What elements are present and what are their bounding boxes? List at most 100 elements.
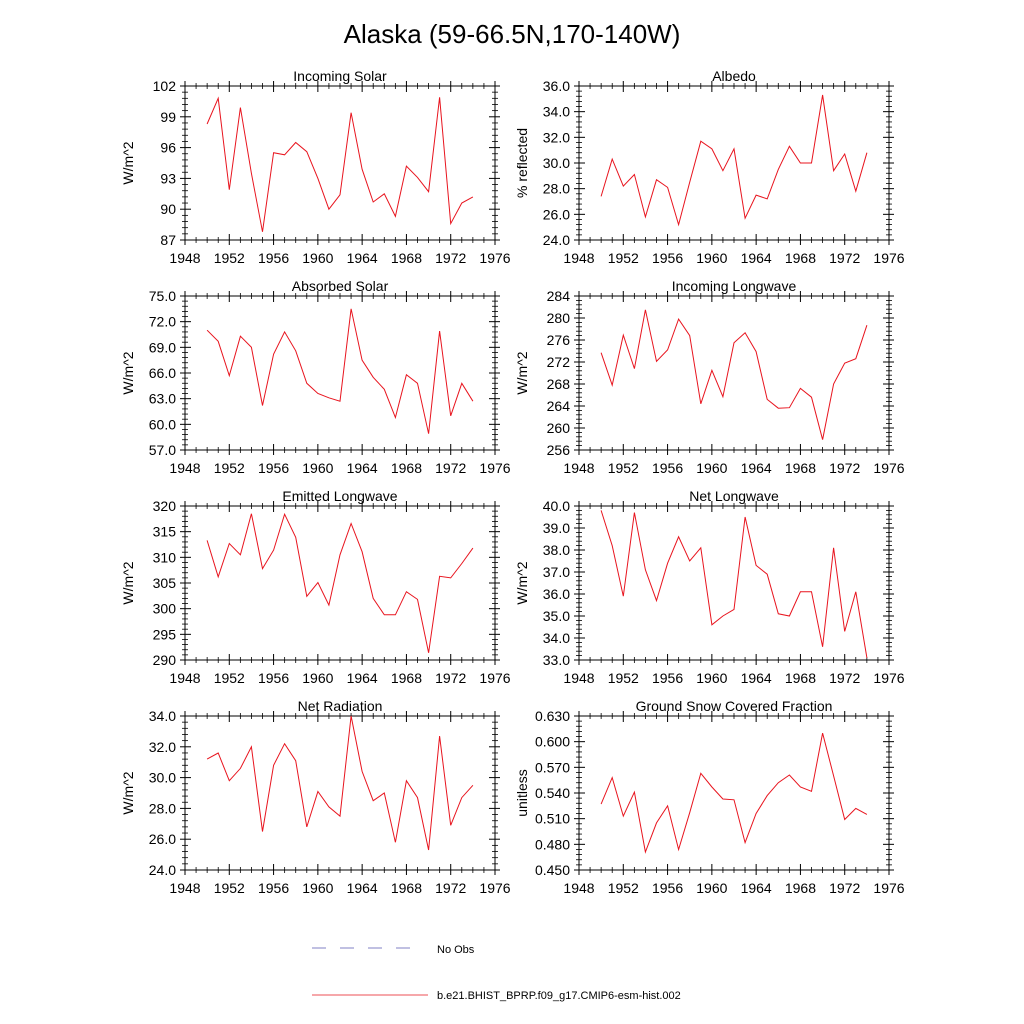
series-line-net-radiation <box>206 715 474 851</box>
y-axis-label-emitted-longwave: W/m^2 <box>120 561 136 604</box>
x-tick-label: 1964 <box>347 670 378 686</box>
x-tick-label: 1956 <box>258 460 289 476</box>
panel-title-incoming-solar: Incoming Solar <box>293 68 387 84</box>
y-tick-label: 63.0 <box>149 391 176 407</box>
series-line-absorbed-solar <box>206 308 474 434</box>
y-tick-label: 0.570 <box>535 759 570 775</box>
x-tick-label: 1956 <box>652 460 683 476</box>
x-tick-label: 1960 <box>302 670 333 686</box>
plot-frame-incoming-longwave <box>578 295 890 451</box>
y-tick-label: 284 <box>547 288 571 304</box>
plot-frame-emitted-longwave <box>184 505 496 661</box>
y-tick-label: 39.0 <box>543 520 570 536</box>
x-tick-label: 1968 <box>785 670 816 686</box>
y-tick-label: 310 <box>153 549 177 565</box>
y-tick-label: 35.0 <box>543 608 570 624</box>
x-tick-label: 1948 <box>563 250 594 266</box>
y-tick-label: 38.0 <box>543 542 570 558</box>
x-tick-label: 1952 <box>214 250 245 266</box>
panel-net-radiation: Net Radiation W/m^2 24.0 26.0 28.0 30.0 32.0 34… <box>120 698 511 896</box>
x-tick-label: 1948 <box>169 670 200 686</box>
series-line-net-longwave <box>600 510 868 658</box>
y-tick-label: 280 <box>547 310 571 326</box>
x-tick-label: 1968 <box>391 250 422 266</box>
y-tick-label: 75.0 <box>149 288 176 304</box>
plot-frame-albedo <box>578 85 890 241</box>
chart-panels: Incoming Solar W/m^2 87 90 93 96 99 102 1948 1952… <box>120 68 905 896</box>
x-tick-label: 1952 <box>608 250 639 266</box>
x-tick-label: 1972 <box>829 880 860 896</box>
y-tick-label: 28.0 <box>543 181 570 197</box>
x-tick-label: 1952 <box>214 880 245 896</box>
x-tick-label: 1948 <box>563 670 594 686</box>
x-tick-label: 1960 <box>696 250 727 266</box>
x-tick-label: 1964 <box>741 250 772 266</box>
y-tick-label: 290 <box>153 652 177 668</box>
x-tick-label: 1960 <box>696 670 727 686</box>
y-tick-label: 276 <box>547 332 571 348</box>
legend: No Obs b.e21.BHIST_BPRP.f09_g17.CMIP6-es… <box>312 944 681 1002</box>
x-tick-label: 1972 <box>829 460 860 476</box>
plot-frame-net-radiation <box>184 715 496 871</box>
x-tick-label: 1948 <box>169 460 200 476</box>
y-tick-label: 0.510 <box>535 811 570 827</box>
x-tick-label: 1960 <box>696 460 727 476</box>
y-tick-label: 0.600 <box>535 734 570 750</box>
x-tick-label: 1972 <box>435 670 466 686</box>
series-line-albedo <box>600 94 868 227</box>
y-axis-label-net-longwave: W/m^2 <box>514 561 530 604</box>
y-axis-label-incoming-solar: W/m^2 <box>120 141 136 184</box>
y-tick-label: 36.0 <box>543 586 570 602</box>
y-tick-label: 272 <box>547 354 571 370</box>
x-tick-label: 1964 <box>347 880 378 896</box>
y-tick-label: 72.0 <box>149 314 176 330</box>
y-tick-label: 102 <box>153 78 177 94</box>
x-tick-label: 1952 <box>214 670 245 686</box>
x-tick-label: 1952 <box>608 880 639 896</box>
y-tick-label: 90 <box>160 201 176 217</box>
series-line-ground-snow-covered-fraction <box>600 732 868 854</box>
panel-net-longwave: Net Longwave W/m^2 33.0 34.0 35.0 36.0 37.0 38.… <box>514 488 905 686</box>
series-line-incoming-longwave <box>600 309 868 440</box>
x-tick-label: 1948 <box>169 250 200 266</box>
y-tick-label: 315 <box>153 524 177 540</box>
x-tick-label: 1948 <box>563 460 594 476</box>
plot-frame-absorbed-solar <box>184 295 496 451</box>
panel-ground-snow-covered-fraction: Ground Snow Covered Fraction unitless 0.45… <box>514 698 905 896</box>
y-axis-label-ground-snow-covered-fraction: unitless <box>514 769 530 816</box>
y-tick-label: 30.0 <box>543 155 570 171</box>
x-tick-label: 1964 <box>741 460 772 476</box>
y-tick-label: 87 <box>160 232 176 248</box>
x-tick-label: 1948 <box>169 880 200 896</box>
panel-albedo: Albedo % reflected 24.0 26.0 28.0 30.0 32.0 34.… <box>514 68 905 266</box>
x-tick-label: 1956 <box>652 670 683 686</box>
y-tick-label: 0.450 <box>535 862 570 878</box>
y-tick-label: 57.0 <box>149 442 176 458</box>
panel-title-net-longwave: Net Longwave <box>689 488 779 504</box>
y-tick-label: 0.540 <box>535 785 570 801</box>
panel-title-emitted-longwave: Emitted Longwave <box>282 488 397 504</box>
x-tick-label: 1960 <box>302 880 333 896</box>
y-tick-label: 32.0 <box>149 739 176 755</box>
x-tick-label: 1972 <box>435 250 466 266</box>
y-tick-label: 96 <box>160 140 176 156</box>
x-tick-label: 1952 <box>608 460 639 476</box>
x-tick-label: 1964 <box>741 670 772 686</box>
x-tick-label: 1976 <box>873 250 904 266</box>
x-tick-label: 1956 <box>258 880 289 896</box>
x-tick-label: 1976 <box>479 670 510 686</box>
x-tick-label: 1976 <box>873 670 904 686</box>
y-tick-label: 93 <box>160 170 176 186</box>
figure-title: Alaska (59-66.5N,170-140W) <box>344 19 681 49</box>
x-tick-label: 1960 <box>302 460 333 476</box>
x-tick-label: 1960 <box>302 250 333 266</box>
x-tick-label: 1948 <box>563 880 594 896</box>
x-tick-label: 1972 <box>435 880 466 896</box>
y-tick-label: 260 <box>547 420 571 436</box>
x-tick-label: 1952 <box>608 670 639 686</box>
panel-incoming-solar: Incoming Solar W/m^2 87 90 93 96 99 102 1948 1952… <box>120 68 511 266</box>
y-tick-label: 99 <box>160 109 176 125</box>
y-tick-label: 37.0 <box>543 564 570 580</box>
x-tick-label: 1968 <box>391 880 422 896</box>
